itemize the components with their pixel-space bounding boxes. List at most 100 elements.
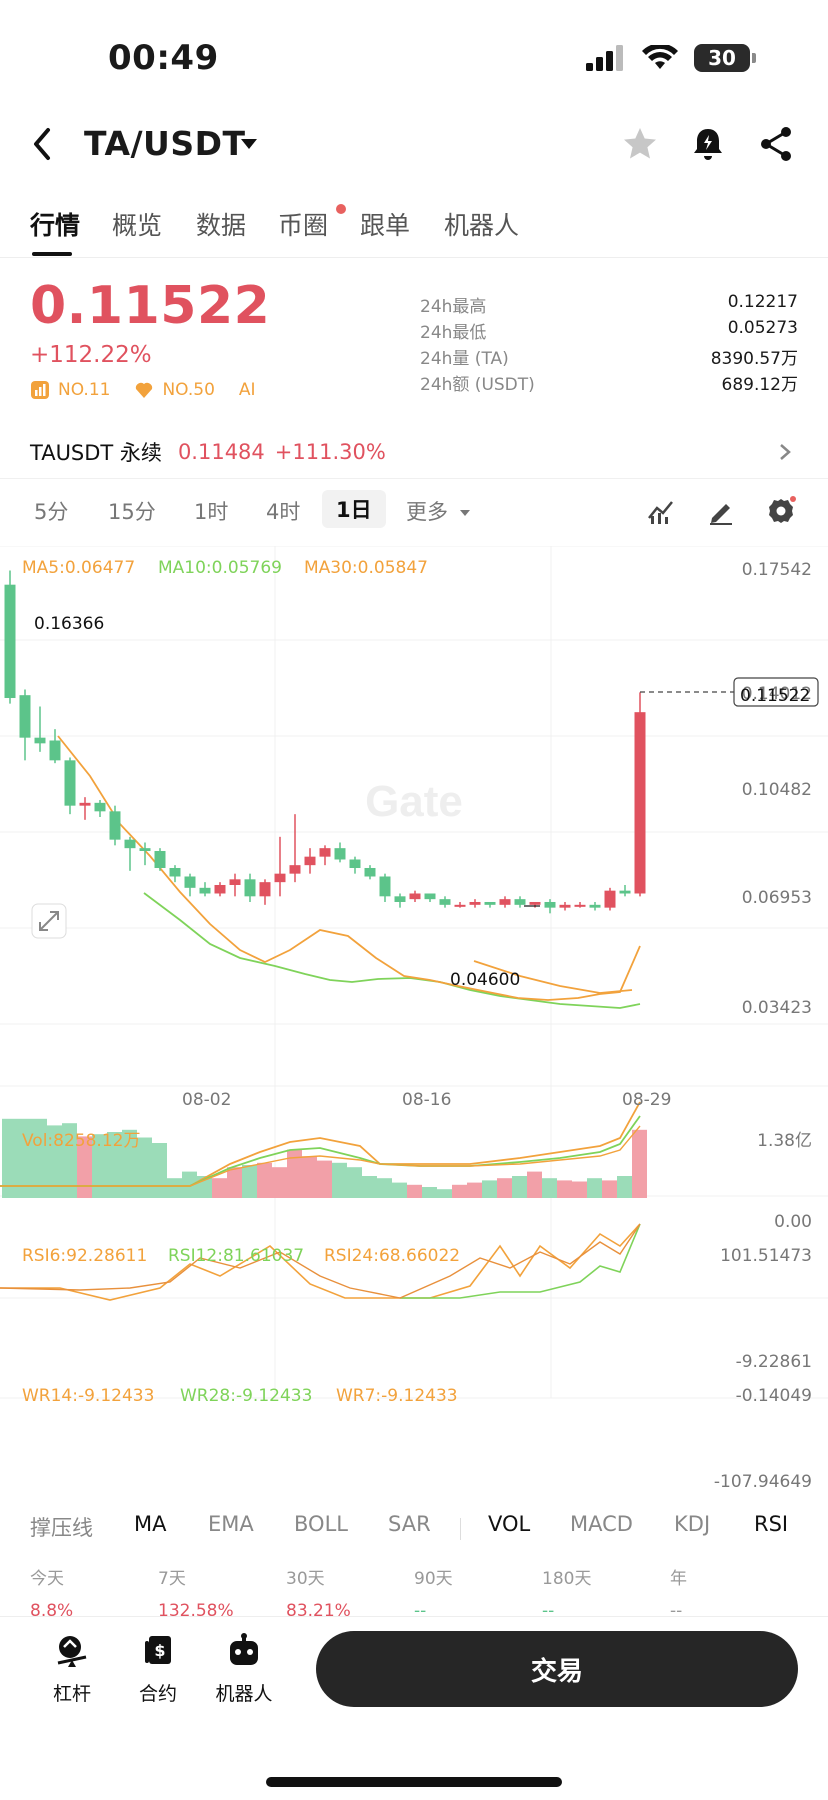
candle-body [454, 904, 466, 907]
indicator-icon[interactable] [646, 496, 676, 526]
interval-1h[interactable]: 1时 [194, 500, 229, 524]
ind-tab-ema[interactable]: EMA [208, 1512, 254, 1536]
volume-bar [107, 1132, 122, 1198]
ind-tab-kdj[interactable]: KDJ [674, 1512, 711, 1536]
chevron-down-icon[interactable] [240, 138, 258, 150]
wr28-legend: WR28:-9.12433 [180, 1386, 313, 1406]
volume-bar [467, 1182, 482, 1198]
candle-body [469, 901, 481, 905]
star-icon[interactable] [620, 124, 660, 164]
high-price-label: 0.16366 [34, 614, 105, 634]
rank-row: NO.11 NO.50 AI [30, 380, 256, 400]
perf-label: 年 [670, 1569, 687, 1589]
low-price-label: 0.04600 [450, 970, 521, 990]
indicator-tabs: 撑压线 MA EMA BOLL SAR VOL MACD KDJ RSI [0, 1502, 828, 1552]
tab-community[interactable]: 币圈 [278, 211, 329, 240]
ind-tab-ma[interactable]: MA [134, 1512, 167, 1536]
interval-4h[interactable]: 4时 [266, 500, 301, 524]
perf-label: 30天 [286, 1569, 325, 1589]
candle-body [64, 760, 76, 806]
stat-label: 24h最高 [420, 297, 487, 317]
perf-label: 90天 [414, 1569, 453, 1589]
volume-bar [392, 1182, 407, 1198]
back-icon[interactable] [28, 126, 60, 162]
expand-icon [39, 911, 59, 931]
volume-bar [302, 1156, 317, 1198]
wr-line-28 [400, 1223, 641, 1299]
chart-canvas[interactable]: Gate [0, 546, 828, 1500]
date-tick: 08-16 [402, 1090, 452, 1110]
volume-bar [512, 1176, 527, 1198]
candle-body [124, 839, 136, 849]
ind-tab-boll[interactable]: BOLL [294, 1512, 348, 1536]
tab-market[interactable]: 行情 [30, 211, 81, 240]
performance-row: 今天 8.8% 7天 132.58% 30天 83.21% 90天 -- 180… [0, 1558, 828, 1621]
last-price: 0.11522 [30, 276, 271, 336]
popularity-rank[interactable]: NO.50 [162, 380, 215, 400]
home-indicator [266, 1777, 562, 1787]
candle-body [409, 893, 421, 900]
settings-gear-icon[interactable] [766, 496, 796, 526]
candle-body [169, 867, 181, 877]
volume-bar [422, 1187, 437, 1198]
candle-body [229, 879, 241, 885]
candle-body [34, 737, 46, 744]
bot-label: 机器人 [215, 1683, 273, 1705]
rsi-axis-label: -9.22861 [735, 1352, 812, 1372]
tab-data[interactable]: 数据 [196, 211, 247, 240]
volume-bar [47, 1125, 62, 1198]
bot-button[interactable]: 机器人 [204, 1633, 284, 1706]
kline-chart[interactable]: Gate MA5:0.06477 MA10:0.05769 MA30:0.058… [0, 546, 828, 1500]
futures-button[interactable]: $ 合约 [118, 1633, 198, 1706]
perpetual-link[interactable]: TAUSDT 永续 0.11484 +111.30% [30, 434, 798, 470]
interval-more-label: 更多 [406, 500, 448, 524]
candle-body [214, 884, 226, 894]
ind-tab-macd[interactable]: MACD [570, 1512, 633, 1536]
current-price-label: 0.11522 [740, 686, 811, 706]
bell-alert-icon[interactable] [688, 124, 728, 164]
market-cap-rank[interactable]: NO.11 [58, 380, 111, 400]
tab-copy-trading[interactable]: 跟单 [360, 211, 411, 240]
ind-tab-rsi[interactable]: RSI [754, 1512, 789, 1536]
wr7-legend: WR7:-9.12433 [336, 1386, 458, 1406]
candle-body [94, 802, 106, 812]
perf-cell: 今天 8.8% [30, 1564, 150, 1621]
candle-body [589, 904, 601, 908]
candle-body [19, 695, 31, 738]
draw-pencil-icon[interactable] [706, 496, 736, 526]
signal-icon [586, 45, 623, 71]
vol-axis-label: 1.38亿 [757, 1131, 812, 1151]
perf-label: 7天 [158, 1569, 186, 1589]
ind-tab-vol[interactable]: VOL [488, 1512, 531, 1536]
interval-1d[interactable]: 1日 [322, 490, 386, 528]
volume-bar [62, 1123, 77, 1198]
pair-title[interactable]: TA/USDT [84, 124, 246, 163]
leverage-button[interactable]: 杠杆 [32, 1633, 112, 1706]
perf-label: 今天 [30, 1569, 64, 1589]
tab-bots[interactable]: 机器人 [444, 211, 520, 240]
date-tick: 08-29 [622, 1090, 672, 1110]
trade-button[interactable]: 交易 [316, 1631, 798, 1707]
ai-badge[interactable]: AI [238, 380, 256, 400]
price-axis-label: 0.14012 [741, 684, 812, 704]
share-icon[interactable] [756, 124, 796, 164]
volume-bar [122, 1129, 137, 1198]
candle-body [424, 893, 436, 900]
svg-text:$: $ [154, 1641, 165, 1660]
rsi-line-24 [0, 1125, 641, 1187]
ind-tab-support[interactable]: 撑压线 [30, 1516, 93, 1540]
volume-bar [227, 1167, 242, 1198]
interval-15m[interactable]: 15分 [108, 500, 156, 524]
current-price-box [733, 677, 819, 707]
candle-body [394, 896, 406, 902]
caret-down-icon [459, 510, 470, 516]
candle-body [364, 867, 376, 877]
tab-overview[interactable]: 概览 [112, 211, 163, 240]
interval-5m[interactable]: 5分 [34, 500, 69, 524]
wr-axis-label: -0.14049 [735, 1386, 812, 1406]
wr-axis-label: -107.94649 [713, 1472, 812, 1492]
interval-more[interactable]: 更多 [406, 496, 471, 526]
volume-bar [212, 1178, 227, 1198]
divider [0, 478, 828, 479]
ind-tab-sar[interactable]: SAR [388, 1512, 431, 1536]
